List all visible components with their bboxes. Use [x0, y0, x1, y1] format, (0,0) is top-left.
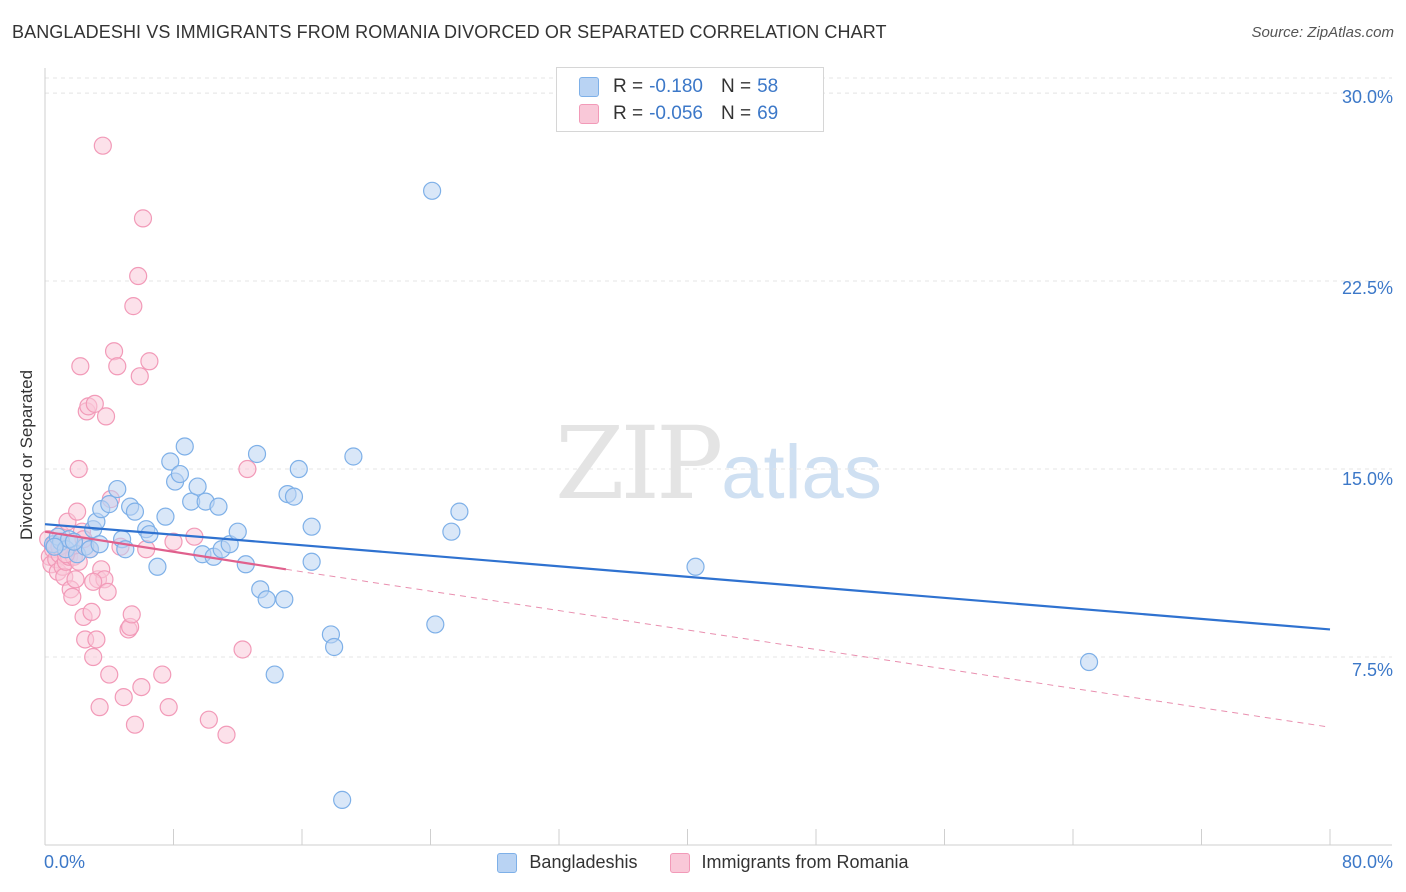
- point-bangladeshis-15: [125, 502, 145, 521]
- point-bangladeshis-52: [450, 502, 469, 521]
- legend-swatch-blue: [497, 852, 518, 873]
- point-bangladeshis-30: [209, 497, 228, 516]
- series-legend: Bangladeshis Immigrants from Romania: [0, 852, 1406, 873]
- point-bangladeshis-26: [188, 477, 207, 496]
- legend-label-bangladeshis: Bangladeshis: [529, 852, 638, 872]
- point-romania-67: [84, 572, 103, 591]
- point-romania-61: [233, 640, 252, 659]
- point-romania-50: [130, 367, 149, 386]
- point-bangladeshis-23: [170, 464, 190, 484]
- point-romania-43: [114, 688, 133, 707]
- legend-n-value: 58: [757, 76, 779, 97]
- point-romania-20: [71, 357, 90, 376]
- x-tick-label-max: 80.0%: [1341, 852, 1393, 872]
- point-bangladeshis-38: [265, 665, 284, 684]
- point-bangladeshis-47: [333, 790, 352, 809]
- point-romania-41: [108, 357, 127, 376]
- point-bangladeshis-12: [108, 479, 127, 499]
- point-bangladeshis-33: [228, 522, 247, 541]
- legend-row-romania: R = -0.056 N = 69: [579, 100, 778, 128]
- y-tick-label-30: 30.0%: [1341, 87, 1393, 107]
- legend-swatch-pink: [579, 104, 599, 124]
- point-romania-46: [122, 605, 141, 624]
- point-bangladeshis-19: [148, 557, 167, 576]
- legend-item-bangladeshis[interactable]: Bangladeshis: [497, 852, 638, 873]
- legend-row-bangladeshis: R = -0.180 N = 58: [579, 73, 778, 101]
- point-bangladeshis-50: [426, 615, 445, 634]
- point-romania-38: [100, 665, 119, 684]
- point-bangladeshis-51: [442, 522, 461, 541]
- point-romania-36: [96, 407, 116, 426]
- legend-n-value: 69: [757, 103, 779, 124]
- point-romania-47: [124, 297, 143, 316]
- point-romania-17: [66, 570, 85, 589]
- trendline-romania: [44, 530, 287, 571]
- point-romania-52: [133, 209, 153, 228]
- point-romania-49: [129, 266, 148, 286]
- point-bangladeshis-11: [100, 495, 119, 514]
- legend-swatch-pink: [669, 852, 690, 873]
- point-romania-62: [238, 459, 257, 479]
- point-romania-60: [217, 725, 236, 744]
- point-romania-34: [93, 136, 112, 155]
- correlation-legend: R = -0.180 N = 58 R = -0.056 N = 69: [556, 67, 824, 132]
- source-label: Source: ZipAtlas.com: [1251, 24, 1394, 41]
- point-romania-57: [164, 532, 183, 551]
- point-bangladeshis-24: [175, 437, 194, 456]
- point-bangladeshis-39: [275, 590, 294, 609]
- point-romania-32: [90, 698, 109, 717]
- legend-r-value: -0.180: [649, 76, 703, 97]
- trendline-romania-extrapolated: [285, 568, 1331, 728]
- point-bangladeshis-44: [302, 552, 321, 571]
- point-romania-19: [69, 459, 88, 479]
- legend-r-value: -0.056: [649, 103, 703, 124]
- point-romania-30: [87, 630, 106, 649]
- point-bangladeshis-55: [45, 537, 64, 556]
- legend-label-romania: Immigrants from Romania: [701, 852, 909, 872]
- legend-r-label: R =: [613, 76, 644, 97]
- legend-swatch-blue: [579, 77, 599, 97]
- point-bangladeshis-21: [161, 452, 180, 471]
- point-bangladeshis-35: [247, 444, 267, 464]
- point-romania-28: [84, 647, 103, 667]
- point-romania-40: [104, 342, 124, 361]
- point-romania-48: [125, 715, 145, 734]
- point-bangladeshis-46: [325, 637, 344, 657]
- watermark-atlas: atlas: [721, 430, 882, 515]
- y-tick-label-7-5: 7.5%: [1351, 660, 1393, 680]
- point-romania-37: [98, 582, 117, 601]
- point-romania-29: [85, 394, 104, 413]
- watermark-zip: ZIP: [555, 405, 723, 522]
- point-romania-18: [68, 502, 87, 521]
- point-bangladeshis-43: [302, 517, 321, 536]
- legend-r-label: R =: [613, 103, 644, 124]
- y-tick-label-22-5: 22.5%: [1341, 278, 1393, 298]
- legend-n-label: N =: [720, 76, 752, 97]
- point-romania-51: [132, 677, 151, 697]
- trendline-bangladeshis: [44, 523, 1331, 631]
- x-tick-label-min: 0.0%: [44, 852, 86, 872]
- point-bangladeshis-53: [686, 557, 705, 576]
- y-tick-label-15: 15.0%: [1341, 469, 1393, 489]
- point-romania-59: [199, 710, 218, 729]
- point-romania-56: [159, 698, 178, 717]
- point-bangladeshis-41: [284, 487, 304, 506]
- point-romania-15: [63, 587, 82, 606]
- legend-item-romania[interactable]: Immigrants from Romania: [669, 852, 909, 873]
- point-bangladeshis-42: [289, 459, 308, 479]
- point-bangladeshis-54: [1079, 652, 1099, 672]
- point-romania-27: [82, 602, 101, 622]
- y-axis-label: Divorced or Separated: [17, 369, 36, 541]
- legend-n-label: N =: [720, 103, 752, 124]
- point-bangladeshis-48: [344, 447, 363, 466]
- point-bangladeshis-49: [423, 181, 442, 200]
- point-romania-55: [153, 665, 172, 684]
- point-bangladeshis-20: [156, 507, 175, 526]
- point-romania-54: [140, 352, 159, 371]
- watermark: ZIPatlas: [555, 405, 882, 522]
- chart-title: BANGLADESHI VS IMMIGRANTS FROM ROMANIA D…: [12, 22, 887, 42]
- point-bangladeshis-37: [257, 590, 276, 609]
